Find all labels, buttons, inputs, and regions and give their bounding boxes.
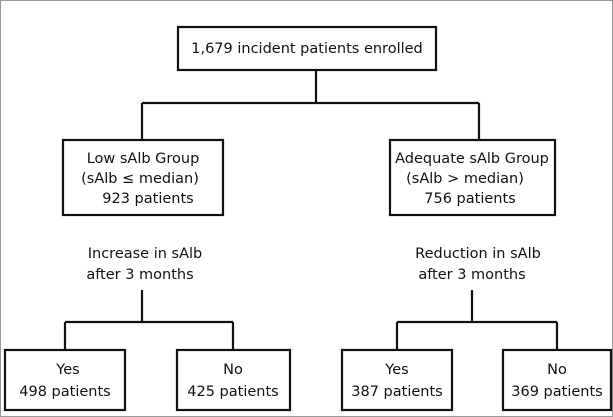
box [176, 25, 438, 72]
connectors [63, 70, 559, 350]
criterion-text: Reduction in sAlb [415, 246, 541, 262]
node-text: Low sAlb Group [87, 151, 200, 167]
outcome-text: 369 patients [511, 384, 602, 400]
outcome-text: 498 patients [19, 384, 110, 400]
criterion-text: after 3 months [86, 267, 193, 283]
node-text: (sAlb ≤ median) [81, 171, 199, 187]
criterion-text: Increase in sAlb [88, 246, 203, 262]
outcome-text: No [223, 362, 243, 378]
box [340, 348, 454, 412]
connector [395, 290, 559, 350]
box [501, 348, 613, 412]
box [175, 348, 292, 412]
node-text: 923 patients [102, 191, 193, 207]
connector [140, 70, 481, 140]
outcome-text: Yes [384, 362, 408, 378]
box [388, 138, 557, 217]
connector [63, 290, 235, 350]
outcome-text: No [547, 362, 567, 378]
outcome-text: Yes [55, 362, 79, 378]
outcome-text: 425 patients [187, 384, 278, 400]
criterion-text: after 3 months [418, 267, 525, 283]
node-text: 756 patients [424, 191, 515, 207]
box [3, 348, 127, 412]
node-text: Adequate sAlb Group [395, 151, 549, 167]
outcome-text: 387 patients [351, 384, 442, 400]
box [61, 138, 225, 217]
node-text: (sAlb > median) [406, 171, 524, 187]
node-text: 1,679 incident patients enrolled [191, 41, 423, 57]
